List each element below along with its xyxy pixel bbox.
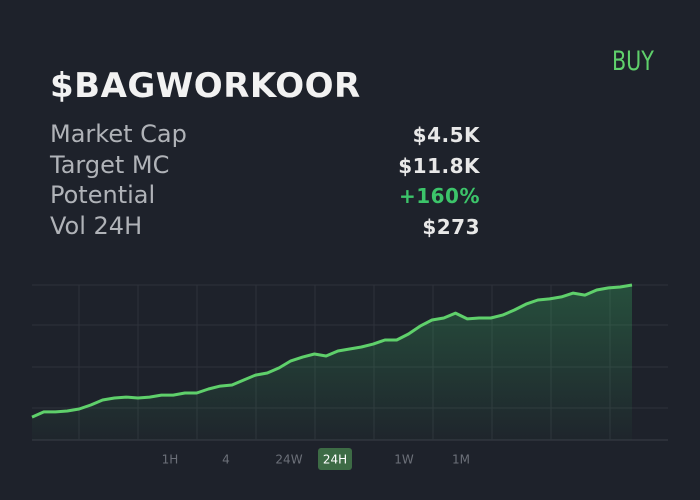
price-area	[32, 285, 632, 440]
active-tab-bg	[318, 448, 352, 470]
stat-row: Market Cap $4.5K	[50, 120, 480, 150]
price-line	[31, 283, 633, 419]
timeframe-tab[interactable]: 4	[222, 453, 230, 467]
stat-value: $273	[422, 215, 480, 239]
stat-label: Vol 24H	[50, 212, 143, 240]
stat-row: Target MC $11.8K	[50, 151, 480, 181]
stat-row: Potential +160%	[50, 181, 480, 211]
stat-value: $4.5K	[412, 123, 480, 147]
stat-label: Target MC	[50, 151, 170, 179]
stat-row: Vol 24H $273	[50, 212, 480, 242]
timeframe-tab[interactable]: 24W	[275, 453, 302, 467]
buy-button[interactable]: BUY	[612, 46, 654, 77]
stat-label: Potential	[50, 181, 156, 209]
timeframe-tab[interactable]: 24H	[323, 453, 347, 467]
timeframe-tab[interactable]: 1H	[162, 453, 179, 467]
stat-value: $11.8K	[398, 154, 480, 178]
token-title: $BAGWORKOOR	[50, 66, 361, 106]
timeframe-tab[interactable]: 1W	[394, 453, 414, 467]
stat-value: +160%	[398, 184, 480, 208]
timeframe-tab[interactable]: 1M	[452, 453, 470, 467]
stat-label: Market Cap	[50, 120, 187, 148]
